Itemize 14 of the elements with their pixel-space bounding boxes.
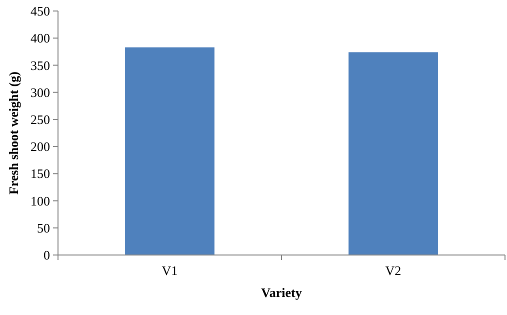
y-tick-label: 0: [44, 248, 50, 263]
y-tick-label: 150: [30, 166, 50, 182]
y-tick-label: 350: [30, 58, 50, 73]
y-tick-label: 400: [30, 30, 50, 46]
y-tick-label: 250: [30, 112, 50, 127]
y-tick-label: 450: [30, 4, 50, 19]
x-tick-label: V2: [385, 263, 402, 278]
y-tick-label: 300: [30, 84, 50, 100]
y-axis-title: Fresh shoot weight (g): [6, 72, 21, 194]
y-tick-label: 100: [30, 193, 50, 208]
y-tick-label: 200: [30, 139, 50, 154]
y-tick-label: 50: [37, 220, 50, 236]
x-axis-title: Variety: [261, 285, 302, 300]
x-tick-label: V1: [162, 263, 178, 278]
